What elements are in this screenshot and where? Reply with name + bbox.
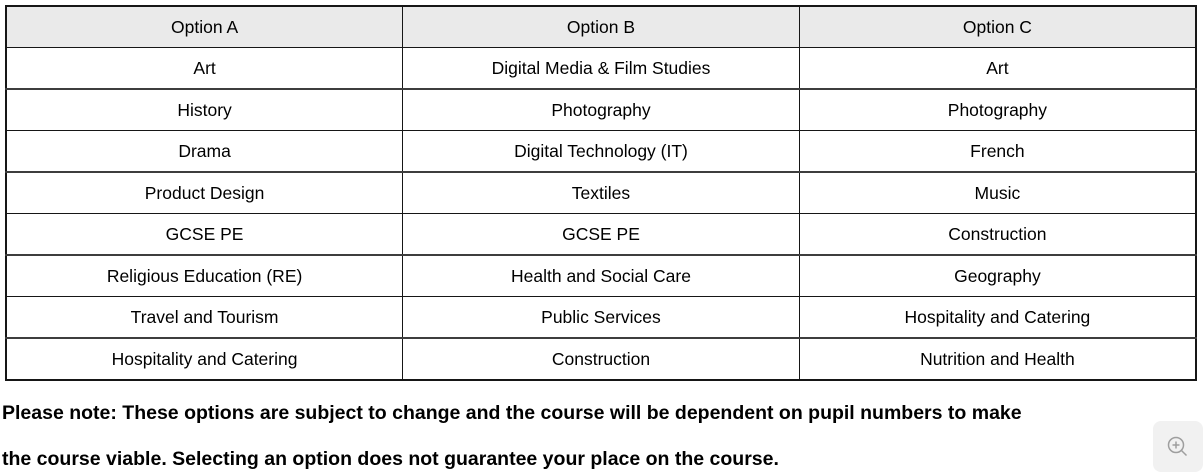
cell-option-b: GCSE PE: [402, 213, 800, 256]
note-text: Please note: These options are subject t…: [2, 390, 1202, 472]
cell-option-a: Travel and Tourism: [5, 296, 404, 339]
cell-option-b: Photography: [402, 88, 800, 131]
header-row: Option A Option B Option C: [5, 5, 1197, 48]
cell-option-a: Art: [5, 47, 404, 90]
cell-option-a: Religious Education (RE): [5, 254, 404, 297]
column-header-option-b: Option B: [402, 5, 800, 48]
column-header-option-c: Option C: [798, 5, 1197, 48]
cell-option-b: Health and Social Care: [402, 254, 800, 297]
cell-option-c: Photography: [798, 88, 1197, 131]
cell-option-c: French: [798, 130, 1197, 173]
table-row: History Photography Photography: [5, 88, 1197, 131]
cell-option-a: Drama: [5, 130, 404, 173]
zoom-in-button[interactable]: [1153, 421, 1203, 472]
note-line-2: the course viable. Selecting an option d…: [2, 448, 779, 470]
table-row: GCSE PE GCSE PE Construction: [5, 213, 1197, 256]
table-row: Travel and Tourism Public Services Hospi…: [5, 296, 1197, 339]
cell-option-b: Construction: [402, 337, 800, 381]
cell-option-a: GCSE PE: [5, 213, 404, 256]
table-row: Religious Education (RE) Health and Soci…: [5, 254, 1197, 297]
options-table: Option A Option B Option C Art Digital M…: [5, 5, 1197, 381]
cell-option-b: Textiles: [402, 171, 800, 214]
note-line-1: Please note: These options are subject t…: [2, 402, 1022, 424]
cell-option-a: Product Design: [5, 171, 404, 214]
cell-option-c: Construction: [798, 213, 1197, 256]
cell-option-c: Music: [798, 171, 1197, 214]
table-row: Art Digital Media & Film Studies Art: [5, 47, 1197, 90]
zoom-in-icon: [1167, 436, 1188, 456]
table-row: Drama Digital Technology (IT) French: [5, 130, 1197, 173]
cell-option-a: Hospitality and Catering: [5, 337, 404, 381]
cell-option-c: Geography: [798, 254, 1197, 297]
cell-option-c: Hospitality and Catering: [798, 296, 1197, 339]
cell-option-b: Digital Media & Film Studies: [402, 47, 800, 90]
cell-option-b: Digital Technology (IT): [402, 130, 800, 173]
cell-option-c: Nutrition and Health: [798, 337, 1197, 381]
cell-option-c: Art: [798, 47, 1197, 90]
cell-option-a: History: [5, 88, 404, 131]
cell-option-b: Public Services: [402, 296, 800, 339]
table-row: Product Design Textiles Music: [5, 171, 1197, 214]
column-header-option-a: Option A: [5, 5, 404, 48]
table-row: Hospitality and Catering Construction Nu…: [5, 337, 1197, 381]
